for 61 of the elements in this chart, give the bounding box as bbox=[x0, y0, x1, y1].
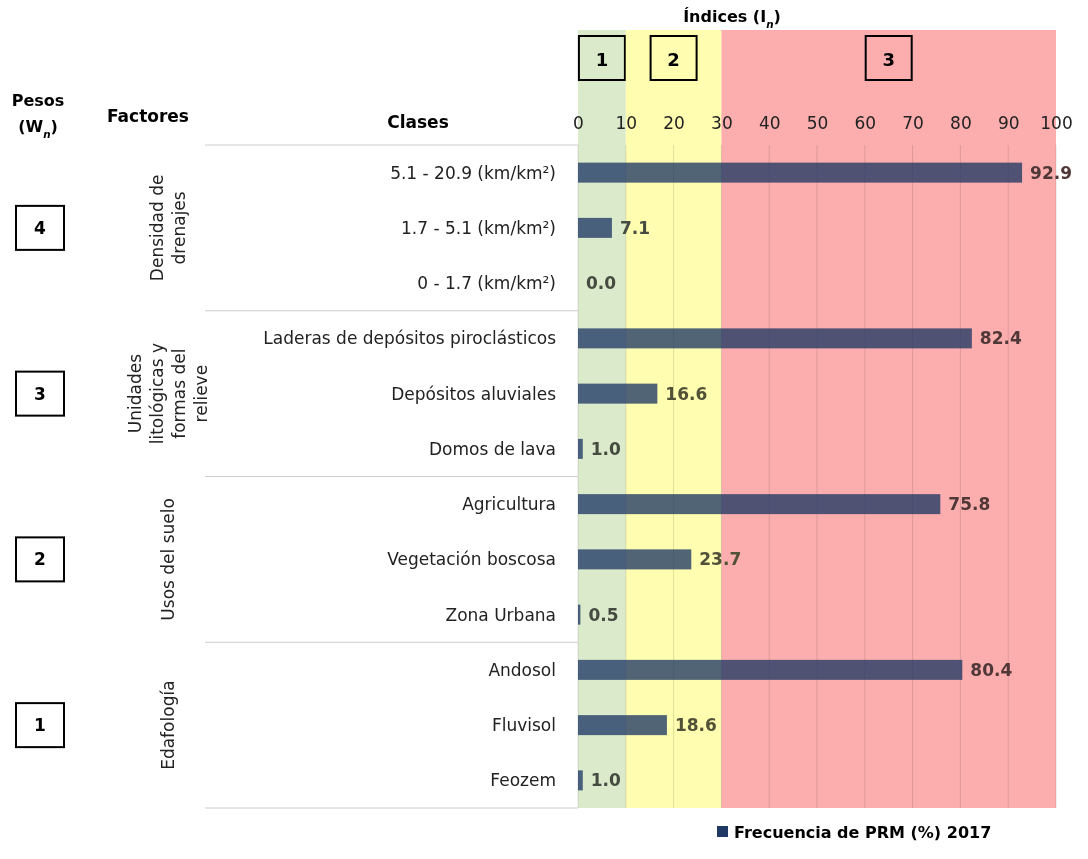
data-label: 7.1 bbox=[619, 217, 651, 238]
y-tick-label: Zona Urbana bbox=[445, 604, 556, 625]
x-tick-label: 30 bbox=[711, 113, 733, 134]
y-tick-label: 1.7 - 5.1 (km/km²) bbox=[400, 217, 556, 238]
text: Pesos (W$_{n}$) bbox=[11, 91, 65, 140]
x-tick-label: 0 bbox=[573, 113, 584, 134]
x-tick-label: 40 bbox=[758, 113, 781, 134]
data-label: 1.0 bbox=[590, 770, 622, 791]
y-tick-label: 5.1 - 20.9 (km/km²) bbox=[390, 162, 556, 183]
bar bbox=[578, 383, 658, 404]
x-tick-label: 80 bbox=[950, 113, 972, 134]
x-tick-label: 60 bbox=[854, 113, 877, 134]
x-tick-label: 20 bbox=[663, 113, 685, 134]
bar bbox=[578, 217, 612, 238]
bar bbox=[578, 328, 972, 349]
text: Unidades litológicas y formas del relieve bbox=[125, 343, 211, 445]
data-label: 75.8 bbox=[948, 494, 991, 515]
band-label: 1 bbox=[595, 49, 609, 70]
y-tick-label: Depósitos aluviales bbox=[391, 383, 557, 404]
data-label: 82.4 bbox=[979, 328, 1022, 349]
bar bbox=[578, 162, 1023, 183]
data-label: 1.0 bbox=[590, 438, 622, 459]
text: 2 bbox=[34, 549, 46, 570]
data-label: 18.6 bbox=[674, 715, 717, 736]
x-tick-label: 100 bbox=[1040, 113, 1073, 134]
legend-label: Frecuencia de PRM (%) 2017 bbox=[734, 822, 992, 842]
band-label: 2 bbox=[667, 49, 680, 70]
text: Edafología bbox=[158, 680, 178, 770]
data-label: 80.4 bbox=[970, 659, 1013, 680]
x-tick-label: 50 bbox=[806, 113, 829, 134]
text: Usos del suelo bbox=[158, 498, 178, 621]
text: Factores bbox=[106, 106, 190, 126]
text: 4 bbox=[34, 217, 47, 238]
text: Clases bbox=[387, 112, 449, 132]
bar bbox=[578, 438, 583, 459]
y-tick-label: Feozem bbox=[490, 770, 556, 791]
data-label: 16.6 bbox=[665, 383, 708, 404]
bar bbox=[578, 494, 941, 515]
y-tick-label: Domos de lava bbox=[429, 438, 556, 459]
text: 1 bbox=[34, 715, 46, 736]
data-label: 0.0 bbox=[586, 273, 617, 294]
y-tick-label: Vegetación boscosa bbox=[387, 549, 556, 570]
data-label: 92.9 bbox=[1030, 162, 1073, 183]
y-tick-label: Fluvisol bbox=[491, 715, 556, 736]
x-tick-label: 90 bbox=[997, 113, 1020, 134]
text: Índices (I$_{n}$) bbox=[683, 7, 781, 30]
bar bbox=[578, 549, 692, 570]
data-label: 0.5 bbox=[588, 604, 619, 625]
y-tick-label: 0 - 1.7 (km/km²) bbox=[417, 273, 556, 294]
y-tick-label: Laderas de depósitos piroclásticos bbox=[263, 328, 557, 349]
bar bbox=[578, 770, 583, 791]
y-tick-label: Andosol bbox=[488, 659, 556, 680]
text: Densidad de drenajes bbox=[147, 174, 189, 282]
bar bbox=[578, 659, 963, 680]
band-label: 3 bbox=[882, 49, 895, 70]
bar bbox=[578, 715, 667, 736]
x-tick-label: 10 bbox=[615, 113, 638, 134]
text: 3 bbox=[34, 383, 46, 404]
data-label: 23.7 bbox=[699, 549, 742, 570]
x-tick-label: 70 bbox=[902, 113, 924, 134]
y-tick-label: Agricultura bbox=[462, 494, 556, 515]
